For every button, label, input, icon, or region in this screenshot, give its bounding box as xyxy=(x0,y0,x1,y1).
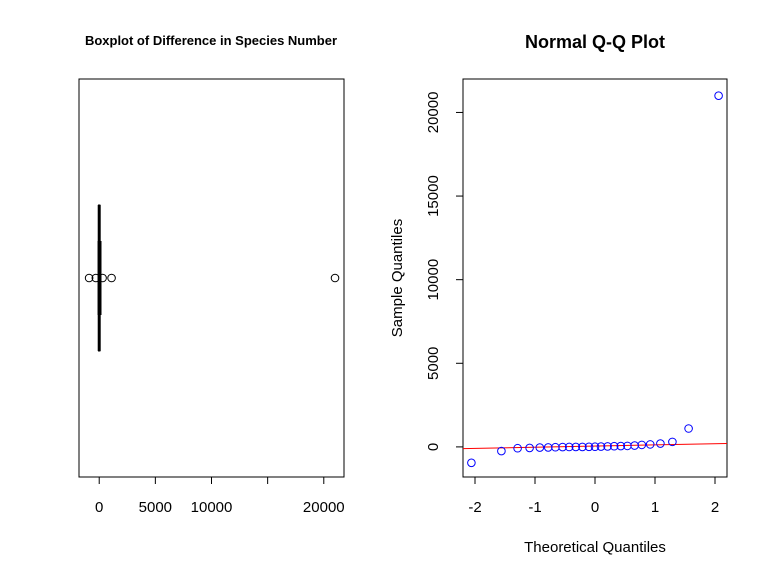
qq-point xyxy=(584,442,594,452)
qq-point xyxy=(616,441,626,451)
box-outlier xyxy=(98,273,107,283)
qq-point xyxy=(590,442,600,452)
qq-point xyxy=(637,440,647,450)
qq-y-tick-label: 0 xyxy=(425,443,442,451)
qq-panel: Normal Q-Q Plot -2 -1 0 1 2 0 5000 10000 15000 2… xyxy=(389,32,728,556)
boxplot-frame xyxy=(78,78,345,478)
qq-x-tick-label: 2 xyxy=(711,499,719,516)
qq-title: Normal Q-Q Plot xyxy=(525,32,665,52)
qq-y-tick-label: 15000 xyxy=(425,175,442,217)
qq-points xyxy=(467,91,723,468)
qq-point xyxy=(609,441,619,451)
qq-x-tick-label: 1 xyxy=(651,499,659,516)
qq-point xyxy=(645,440,655,449)
qq-point xyxy=(571,442,581,452)
boxplot-outliers xyxy=(84,273,340,283)
box-x-tick-label: 20000 xyxy=(303,499,345,516)
qq-x-axis: -2 -1 0 1 2 xyxy=(468,476,719,516)
qq-point xyxy=(535,443,545,452)
box-x-tick-label: 10000 xyxy=(191,499,233,516)
qq-point xyxy=(596,442,606,451)
qq-x-axis-label: Theoretical Quantiles xyxy=(524,539,666,556)
qq-point xyxy=(564,442,574,452)
qq-point xyxy=(497,446,506,456)
qq-point xyxy=(684,424,693,433)
qq-x-tick-label: 0 xyxy=(591,499,599,516)
box-outlier xyxy=(91,273,101,283)
qq-point xyxy=(668,437,677,447)
box-x-tick-label: 0 xyxy=(95,499,103,516)
box-outlier xyxy=(84,273,94,283)
qq-point xyxy=(603,442,612,451)
qq-frame xyxy=(462,78,728,478)
qq-point xyxy=(467,458,476,468)
boxplot-panel: Boxplot of Difference in Species Number … xyxy=(78,33,345,516)
qq-x-tick-label: -2 xyxy=(468,499,481,516)
qq-line-segment xyxy=(462,443,728,450)
box-x-tick-label: 5000 xyxy=(139,499,172,516)
qq-point xyxy=(513,443,522,453)
qq-point xyxy=(578,442,587,452)
qq-y-tick-label: 10000 xyxy=(425,259,442,301)
qq-y-tick-label: 20000 xyxy=(425,92,442,134)
qq-point xyxy=(558,442,567,452)
boxplot-title: Boxplot of Difference in Species Number xyxy=(85,33,337,48)
box-outlier xyxy=(330,273,340,283)
qq-point xyxy=(656,439,665,448)
box-outlier xyxy=(107,273,116,283)
qq-point xyxy=(714,91,723,101)
qq-y-tick-label: 5000 xyxy=(425,347,442,380)
qq-reference-line xyxy=(462,443,728,450)
boxplot-x-axis: 0 5000 10000 20000 xyxy=(95,476,345,516)
qq-x-tick-label: -1 xyxy=(528,499,541,516)
qq-y-axis: 0 5000 10000 15000 20000 xyxy=(425,92,464,451)
qq-y-axis-label: Sample Quantiles xyxy=(389,219,406,337)
qq-point xyxy=(525,443,534,453)
